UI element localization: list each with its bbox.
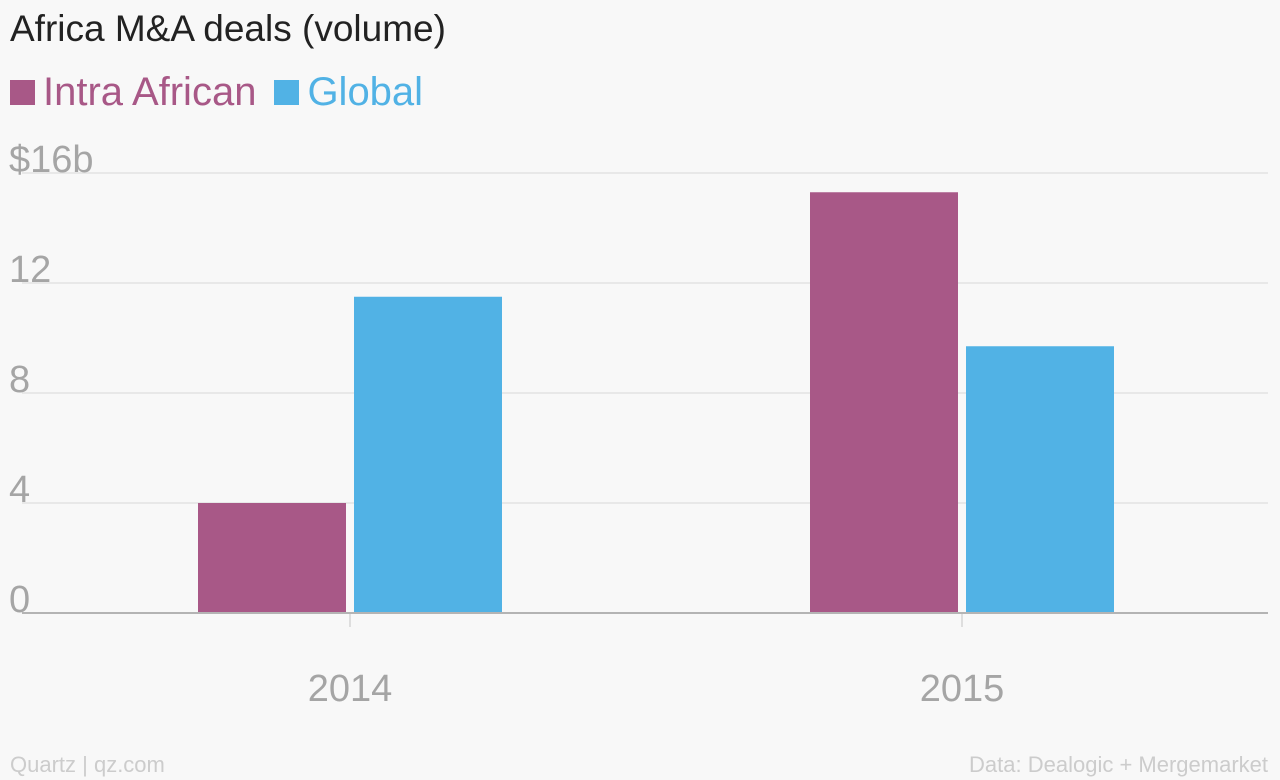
source-text: Data: Dealogic + Mergemarket xyxy=(969,752,1268,777)
x-tick-label: 2014 xyxy=(308,668,393,710)
legend-label-global: Global xyxy=(307,69,424,114)
y-tick-label: 12 xyxy=(9,249,51,291)
credit-text: Quartz | qz.com xyxy=(10,752,165,777)
legend-item-intra-african: Intra African xyxy=(10,70,256,115)
y-tick-label: 0 xyxy=(9,579,30,621)
y-tick-label: 8 xyxy=(9,359,30,401)
chart-legend: Intra African Global xyxy=(10,68,441,116)
bar-global-2014 xyxy=(354,296,502,613)
legend-swatch-intra-african xyxy=(10,79,35,105)
legend-swatch-global xyxy=(274,79,300,105)
x-tick-label: 2015 xyxy=(920,668,1005,710)
y-tick-label: 4 xyxy=(9,469,30,511)
legend-item-global: Global xyxy=(274,70,423,115)
chart-title: Africa M&A deals (volume) xyxy=(10,8,446,49)
y-tick-label: $16b xyxy=(9,139,94,181)
bar-global-2015 xyxy=(966,346,1114,613)
bar-intra-african-2015 xyxy=(810,192,958,613)
bar-intra-african-2014 xyxy=(198,503,346,613)
legend-label-intra-african: Intra African xyxy=(43,69,257,114)
